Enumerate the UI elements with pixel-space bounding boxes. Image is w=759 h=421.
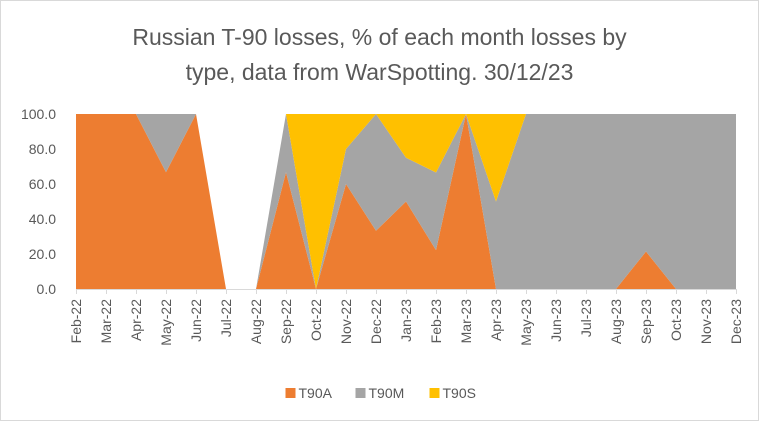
x-tick-label: Oct-22 [308, 299, 324, 341]
x-tick-label: Apr-22 [128, 299, 144, 341]
x-tick-label: Jun-23 [548, 299, 564, 342]
y-tick-label: 80.0 [29, 141, 56, 157]
x-tick-label: Oct-23 [668, 299, 684, 341]
legend-label-t90s: T90S [443, 385, 476, 401]
legend-label-t90a: T90A [299, 385, 333, 401]
legend-label-t90m: T90M [369, 385, 405, 401]
y-tick-label: 40.0 [29, 211, 56, 227]
legend: T90A T90M T90S [285, 385, 476, 401]
x-tick-label: Apr-23 [488, 299, 504, 341]
x-tick-label: Mar-22 [98, 299, 114, 344]
chart-title: Russian T-90 losses, % of each month los… [0, 20, 759, 90]
x-tick-label: May-23 [518, 299, 534, 346]
y-tick-label: 0.0 [37, 281, 57, 297]
x-tick-label: Jun-22 [188, 299, 204, 342]
area-layer [76, 114, 736, 289]
x-tick-label: Dec-22 [368, 299, 384, 344]
x-tick-label: Jul-23 [578, 299, 594, 337]
chart-title-line-2: type, data from WarSpotting. 30/12/23 [185, 59, 574, 85]
x-tick-label: May-22 [158, 299, 174, 346]
x-tick-label: Feb-22 [68, 299, 84, 344]
x-tick-label: Aug-23 [608, 299, 624, 344]
legend-swatch-t90s [429, 388, 440, 398]
x-tick-label: Nov-23 [698, 299, 714, 344]
chart-title-line-1: Russian T-90 losses, % of each month los… [132, 24, 627, 50]
x-tick-label: Sep-22 [278, 299, 294, 344]
x-tick-label: Feb-23 [428, 299, 444, 344]
x-tick-label: Mar-23 [458, 299, 474, 344]
area-series-t90s [76, 114, 736, 289]
x-tick-label: Nov-22 [338, 299, 354, 344]
area-series-t90m [76, 114, 736, 289]
legend-swatch-t90a [285, 388, 296, 398]
x-tick-label: Aug-22 [248, 299, 264, 344]
x-tick-label: Dec-23 [728, 299, 744, 344]
axes-layer: 0.0 20.0 40.0 60.0 80.0 100.0 Feb-22 Mar-22 Apr-… [21, 106, 744, 346]
y-tick-label: 60.0 [29, 176, 56, 192]
y-tick-label: 20.0 [29, 246, 56, 262]
x-tick-label: Sep-23 [638, 299, 654, 344]
x-tick-label: Jan-23 [398, 299, 414, 342]
y-tick-label: 100.0 [21, 106, 56, 122]
legend-swatch-t90m [355, 388, 366, 398]
x-tick-label: Jul-22 [218, 299, 234, 337]
